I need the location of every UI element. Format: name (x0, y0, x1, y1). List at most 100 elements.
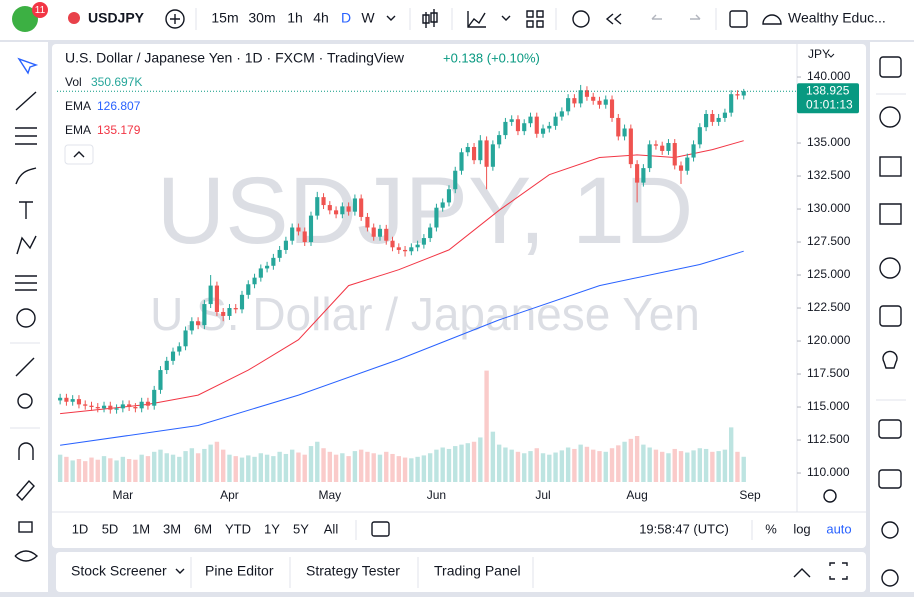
volume-bar (233, 456, 238, 482)
indicators-menu[interactable] (501, 15, 511, 21)
zoom-tool[interactable] (17, 393, 33, 409)
prediction-tool[interactable] (15, 275, 37, 291)
ideas[interactable] (882, 350, 898, 369)
alert[interactable] (572, 10, 590, 28)
candle-body (402, 249, 408, 252)
brush-tool[interactable] (15, 167, 37, 185)
fullscreen[interactable] (729, 10, 748, 28)
candle-body (196, 321, 201, 326)
volume-bar (258, 453, 264, 482)
hotlist[interactable] (879, 257, 901, 279)
pattern-tool[interactable] (16, 235, 37, 255)
range-button[interactable]: 1M (132, 521, 150, 536)
candle-body (158, 370, 163, 390)
interval[interactable]: D (341, 10, 351, 26)
candle-body (133, 407, 138, 409)
news[interactable] (879, 156, 902, 177)
scale-option[interactable]: auto (826, 521, 851, 536)
range-button[interactable]: 5Y (293, 521, 309, 536)
candle-body (685, 157, 690, 171)
candle-body (95, 407, 100, 409)
candle-body (741, 91, 746, 96)
avatar[interactable] (12, 6, 38, 32)
magnet-tool[interactable] (18, 442, 34, 460)
screener-menu[interactable] (175, 568, 185, 574)
cloud[interactable] (762, 14, 782, 25)
chart-type[interactable] (422, 9, 438, 28)
interval[interactable]: 15m (211, 10, 238, 26)
candle-body (221, 311, 226, 316)
range-button[interactable]: All (324, 521, 339, 536)
panel-tab[interactable]: Strategy Tester (306, 563, 400, 579)
measure-tool[interactable] (15, 357, 35, 377)
range-button[interactable]: 5D (102, 521, 119, 536)
volume-bar (340, 453, 345, 482)
volume-bar (321, 448, 326, 482)
volume-bar (164, 453, 169, 482)
range-button[interactable]: 3M (163, 521, 181, 536)
fib-tool[interactable] (15, 127, 37, 145)
streams[interactable] (881, 521, 899, 539)
range-button[interactable]: 6M (194, 521, 212, 536)
y-tick-label: 130.000 (807, 201, 851, 215)
trend-line-tool[interactable] (15, 91, 37, 111)
volume-bar (716, 451, 721, 482)
candle-body (528, 116, 533, 124)
chats[interactable] (878, 419, 902, 439)
range-button[interactable]: 1Y (264, 521, 280, 536)
settings[interactable] (823, 489, 837, 503)
scale-option[interactable]: log (793, 521, 810, 536)
interval-menu[interactable] (386, 15, 396, 21)
data-window[interactable] (879, 203, 902, 225)
candle-body (239, 294, 245, 310)
replay[interactable] (605, 13, 622, 25)
alerts[interactable] (879, 106, 901, 128)
text-tool[interactable] (19, 201, 33, 219)
visibility-tool[interactable] (14, 550, 39, 562)
undo[interactable] (651, 14, 662, 20)
volume-bar (710, 451, 715, 482)
panel-tab[interactable]: Trading Panel (434, 563, 521, 579)
interval[interactable]: 30m (248, 10, 275, 26)
expand-panel[interactable] (793, 568, 811, 578)
collapse-legend[interactable] (64, 144, 94, 165)
symbol[interactable]: USDJPY (88, 10, 145, 26)
range-button[interactable]: YTD (225, 521, 251, 536)
go-to-date[interactable] (371, 521, 390, 537)
panel-tab[interactable]: Stock Screener (71, 563, 167, 579)
watchlist[interactable] (879, 56, 902, 78)
candle-body (459, 152, 464, 171)
volume-bar (496, 444, 502, 482)
interval[interactable]: W (361, 10, 375, 26)
volume-bar (565, 447, 571, 482)
calendar[interactable] (879, 305, 902, 327)
indicators[interactable] (467, 11, 486, 28)
interval[interactable]: 1h (287, 10, 303, 26)
lock-tool[interactable] (18, 521, 33, 533)
redo[interactable] (690, 14, 701, 20)
last-price-box (797, 83, 859, 114)
volume-bar (189, 448, 195, 482)
maximize-panel[interactable] (829, 562, 848, 580)
right-toolbar (870, 42, 914, 592)
volume-bar (133, 459, 138, 482)
interval[interactable]: 4h (313, 10, 329, 26)
lock-drawings[interactable] (16, 479, 35, 502)
volume-bar (296, 452, 301, 482)
panel-tab[interactable]: Pine Editor (205, 563, 274, 579)
candle-body (572, 98, 577, 104)
layouts[interactable] (526, 10, 544, 28)
currency[interactable]: JPY (808, 47, 830, 61)
add-symbol[interactable] (165, 9, 185, 29)
messages[interactable] (878, 469, 902, 489)
volume-bar (728, 427, 734, 482)
help[interactable] (881, 569, 899, 587)
layout-name[interactable]: Wealthy Educ... (788, 10, 886, 26)
bottom-tabs (56, 552, 866, 592)
cursor-tool[interactable] (17, 57, 39, 75)
range-button[interactable]: 1D (72, 521, 89, 536)
volume-bar (591, 449, 596, 482)
icon-tool[interactable] (16, 308, 36, 328)
scale-option[interactable]: % (765, 521, 777, 536)
